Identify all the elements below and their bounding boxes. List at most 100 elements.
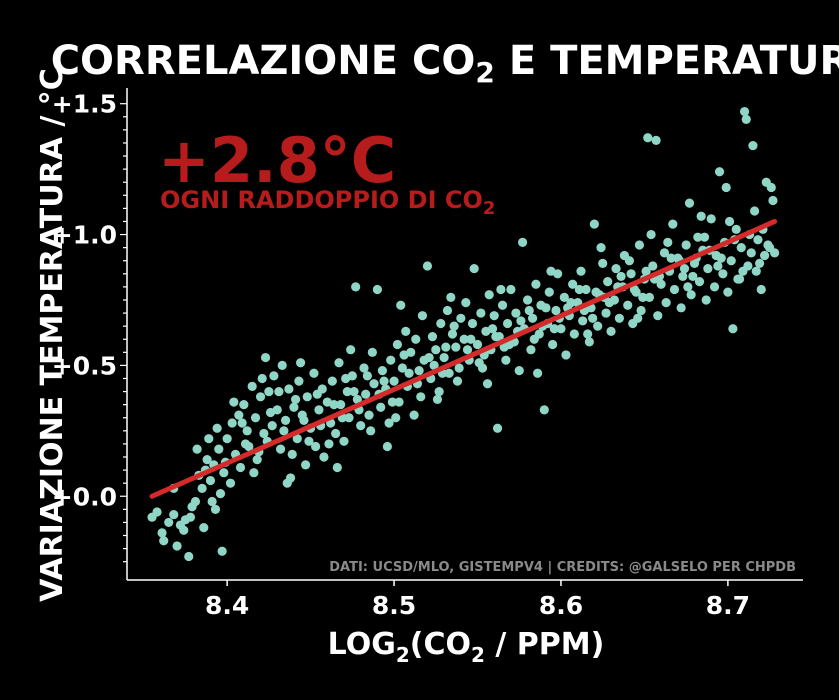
data-point <box>432 394 443 405</box>
data-point <box>342 386 352 397</box>
data-point <box>294 376 304 386</box>
data-point <box>496 284 506 295</box>
data-point <box>362 371 372 381</box>
data-point <box>462 345 473 355</box>
data-point <box>739 106 750 117</box>
data-point <box>760 250 770 261</box>
data-point <box>205 475 216 486</box>
data-point <box>249 468 259 478</box>
data-point <box>746 248 756 258</box>
data-point <box>339 436 349 446</box>
data-point <box>696 211 706 221</box>
axis-ticks: 8.4 8.5 8.6 8.7 +0.0 +0.5 +1.0 +1.5 <box>52 90 750 620</box>
data-point <box>624 256 635 266</box>
data-point <box>678 271 688 282</box>
data-point <box>529 334 539 344</box>
data-point <box>539 405 549 415</box>
data-point <box>466 334 476 344</box>
data-point <box>593 321 603 331</box>
data-point <box>159 536 169 546</box>
data-point <box>351 282 361 292</box>
data-point <box>559 292 569 302</box>
data-point <box>497 300 508 310</box>
data-point <box>501 355 511 365</box>
data-point <box>641 266 651 276</box>
data-point <box>578 316 588 326</box>
data-point <box>284 384 294 394</box>
data-point <box>344 413 354 423</box>
data-point <box>514 366 524 376</box>
data-point <box>389 376 399 386</box>
data-point <box>446 292 456 302</box>
data-point <box>369 379 379 389</box>
data-point <box>377 366 387 376</box>
data-point <box>502 318 513 329</box>
data-point <box>237 418 247 428</box>
data-point <box>461 297 471 308</box>
data-point <box>648 261 658 271</box>
data-point <box>287 449 297 459</box>
data-point <box>724 216 735 227</box>
data-point <box>636 305 646 316</box>
data-point <box>372 284 382 295</box>
data-point <box>172 541 182 551</box>
data-point <box>693 232 703 242</box>
data-point <box>726 256 736 266</box>
data-point <box>699 232 710 242</box>
y-axis-label: VARIAZIONE TEMPERATURA / °C <box>35 68 70 602</box>
data-point <box>533 368 543 378</box>
data-point <box>467 318 478 329</box>
data-point <box>399 350 409 360</box>
data-point <box>718 269 728 279</box>
data-point <box>731 224 741 234</box>
data-point <box>598 258 608 268</box>
data-point <box>214 444 224 454</box>
data-point <box>179 525 189 535</box>
data-point <box>252 455 262 465</box>
data-point <box>364 410 374 420</box>
data-point <box>574 284 584 295</box>
data-point <box>766 182 776 193</box>
data-point <box>366 426 376 436</box>
data-point <box>623 300 633 310</box>
data-point <box>768 195 778 206</box>
data-point <box>292 434 302 444</box>
data-point <box>229 397 239 407</box>
data-point <box>409 410 419 420</box>
data-point <box>694 277 705 287</box>
data-point <box>522 295 533 305</box>
data-point <box>334 358 344 368</box>
data-point <box>633 313 643 323</box>
data-point <box>185 512 196 522</box>
data-point <box>741 114 751 125</box>
data-point <box>299 415 309 425</box>
data-point <box>526 345 536 355</box>
data-point <box>469 263 479 274</box>
y-tick-label: +0.0 <box>52 482 117 511</box>
data-point <box>239 400 249 410</box>
data-point <box>157 528 167 538</box>
data-point <box>474 358 484 368</box>
data-point <box>681 240 691 250</box>
data-point <box>264 386 274 397</box>
data-point <box>210 504 221 514</box>
data-point <box>164 517 174 528</box>
data-point <box>584 337 594 347</box>
data-point <box>392 339 402 350</box>
data-point <box>561 350 571 360</box>
data-point <box>714 167 725 177</box>
data-point <box>447 329 458 339</box>
data-point <box>282 478 292 488</box>
data-point <box>289 402 299 412</box>
data-point <box>569 329 579 339</box>
data-point <box>422 261 433 271</box>
data-point <box>414 366 424 376</box>
data-point <box>756 284 766 295</box>
data-point <box>492 423 503 433</box>
data-point <box>516 316 526 326</box>
y-tick-label: +0.5 <box>52 351 117 380</box>
data-point <box>668 219 678 229</box>
data-point <box>444 368 454 378</box>
annotation-description: OGNI RADDOPPIO DI CO2 <box>160 186 495 219</box>
data-point <box>484 290 494 300</box>
